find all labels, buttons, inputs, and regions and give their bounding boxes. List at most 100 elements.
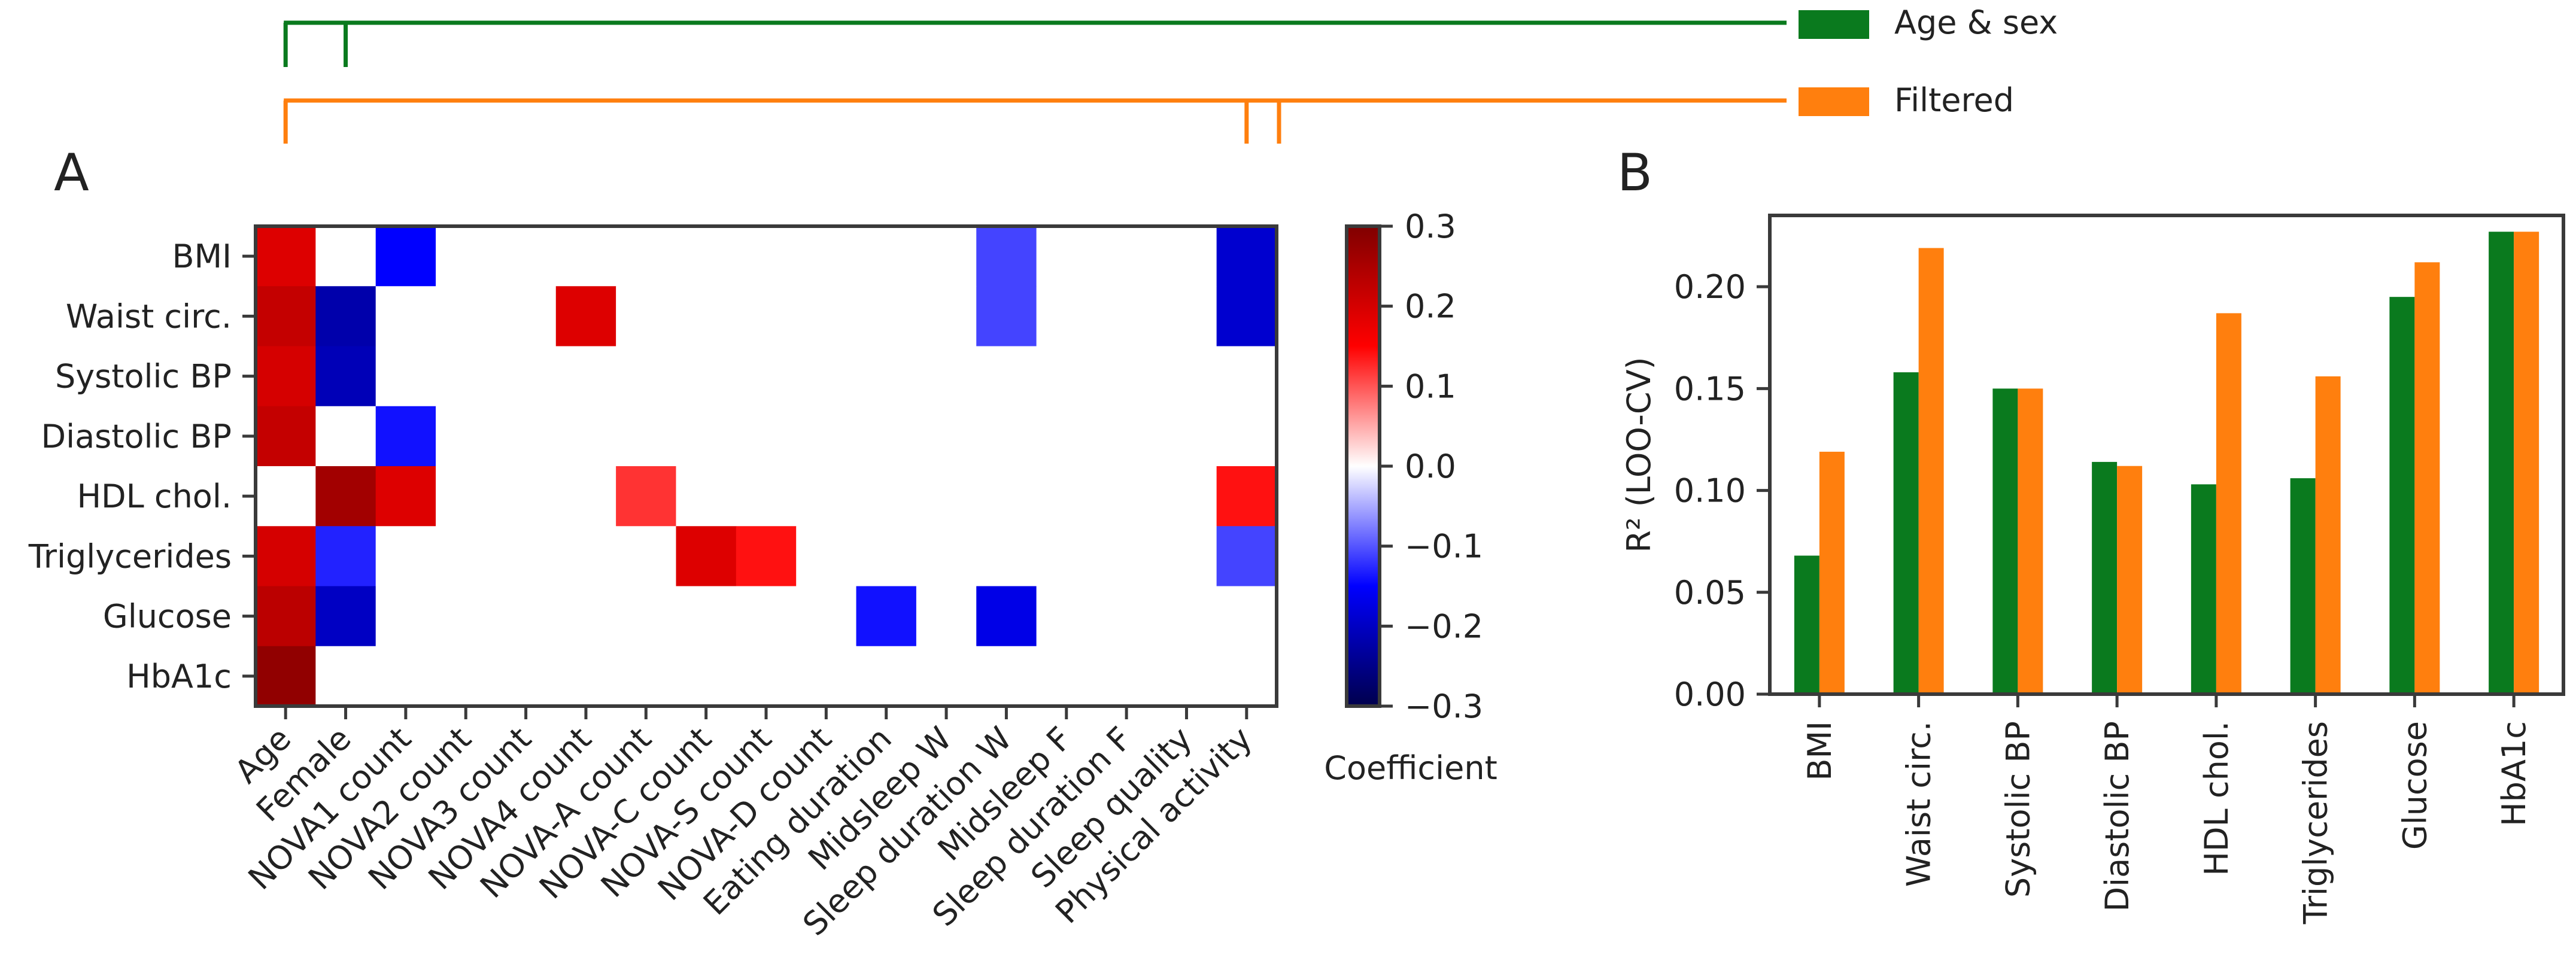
heatmap-cell-triglycerides-midsleep-f: [1036, 526, 1097, 587]
heatmap-cell-systolic-bp-midsleep-f: [1036, 346, 1097, 407]
heatmap-cell-glucose-sleep-quality: [1156, 586, 1217, 647]
heatmap-cell-waist-circ-sleep-duration-w: [976, 286, 1037, 347]
heatmap-cell-systolic-bp-sleep-duration-w: [976, 346, 1037, 407]
heatmap-cell-triglycerides-age: [256, 526, 316, 587]
legend-swatch-age-sex: [1799, 10, 1869, 39]
heatmap-cell-systolic-bp-nova3-count: [496, 346, 557, 407]
bar-x-tick-label: BMI: [1801, 721, 1839, 781]
heatmap-cell-diastolic-bp-sleep-duration-f: [1096, 406, 1157, 467]
heatmap-cell-hba1c-nova1-count: [375, 646, 436, 707]
heatmap-cell-systolic-bp-nova-d-count: [796, 346, 857, 407]
heatmap-row-label: HbA1c: [126, 658, 232, 695]
heatmap-cell-diastolic-bp-nova-a-count: [616, 406, 677, 467]
heatmap-cell-bmi-nova1-count: [375, 226, 436, 287]
heatmap-cell-bmi-midsleep-w: [916, 226, 977, 287]
colorbar-bar: [1345, 224, 1381, 708]
heatmap-cell-glucose-sleep-duration-f: [1096, 586, 1157, 647]
bar-x-tick-label: Systolic BP: [1999, 721, 2037, 898]
heatmap-cell-bmi-nova-a-count: [616, 226, 677, 287]
colorbar-tick-label: 0.0: [1405, 448, 1456, 485]
heatmap-cell-bmi-sleep-quality: [1156, 226, 1217, 287]
heatmap-cell-systolic-bp-nova-s-count: [736, 346, 797, 407]
heatmap-cell-hba1c-sleep-quality: [1156, 646, 1217, 707]
heatmap-cell-waist-circ-nova-d-count: [796, 286, 857, 347]
bar-x-tick-label: Triglycerides: [2297, 721, 2335, 925]
heatmap-cell-triglycerides-nova-a-count: [616, 526, 677, 587]
heatmap-cell-hdl-chol-nova-s-count: [736, 466, 797, 527]
bar-age-sex-systolic-bp: [1992, 388, 2018, 694]
bar-y-tick-label: 0.00: [1674, 676, 1746, 713]
bar-filtered-hba1c: [2514, 232, 2539, 695]
colorbar-label: Coefficient: [1324, 749, 1497, 787]
heatmap-cell-hba1c-female: [315, 646, 376, 707]
heatmap-cell-diastolic-bp-age: [256, 406, 316, 467]
bar-age-sex-diastolic-bp: [2092, 461, 2118, 694]
bar-x-tick-label: HbA1c: [2495, 721, 2533, 826]
heatmap-cell-glucose-nova-d-count: [796, 586, 857, 647]
bar-filtered-glucose: [2414, 262, 2440, 694]
heatmap-cell-waist-circ-eating-duration: [856, 286, 917, 347]
heatmap-cell-bmi-age: [256, 226, 316, 287]
heatmap-row-label: Triglycerides: [28, 537, 232, 575]
heatmap-cell-hdl-chol-eating-duration: [856, 466, 917, 527]
colorbar-tick-label: 0.1: [1405, 367, 1456, 405]
heatmap-cell-triglycerides-nova-c-count: [676, 526, 737, 587]
colorbar-tick-label: −0.1: [1405, 528, 1483, 565]
heatmap-cell-hba1c-age: [256, 646, 316, 707]
heatmap-cell-triglycerides-nova-s-count: [736, 526, 797, 587]
heatmap-cell-hba1c-nova2-count: [436, 646, 497, 707]
heatmap-cell-hba1c-physical-activity: [1216, 646, 1277, 707]
heatmap-cell-hba1c-nova-c-count: [676, 646, 737, 707]
heatmap-cell-diastolic-bp-nova4-count: [555, 406, 616, 467]
heatmap-cell-triglycerides-sleep-duration-w: [976, 526, 1037, 587]
heatmap-cell-systolic-bp-physical-activity: [1216, 346, 1277, 407]
heatmap-cell-glucose-nova1-count: [375, 586, 436, 647]
heatmap-cell-bmi-eating-duration: [856, 226, 917, 287]
heatmap-cell-glucose-nova-c-count: [676, 586, 737, 647]
heatmap-cell-hba1c-nova-s-count: [736, 646, 797, 707]
bar-chart-frame: [1768, 214, 2565, 696]
heatmap-cell-hdl-chol-nova3-count: [496, 466, 557, 527]
heatmap-cell-triglycerides-nova1-count: [375, 526, 436, 587]
bar-age-sex-hba1c: [2489, 232, 2514, 695]
heatmap-row-label: Waist circ.: [66, 297, 232, 335]
heatmap-cell-diastolic-bp-midsleep-f: [1036, 406, 1097, 467]
bar-filtered-waist-circ: [1918, 248, 1944, 695]
bar-age-sex-triglycerides: [2290, 478, 2316, 694]
panel-a-label: A: [54, 143, 89, 203]
heatmap-cell-triglycerides-nova4-count: [555, 526, 616, 587]
heatmap-cell-systolic-bp-midsleep-w: [916, 346, 977, 407]
heatmap-cell-hdl-chol-nova-d-count: [796, 466, 857, 527]
bar-age-sex-waist-circ: [1893, 372, 1919, 694]
heatmap-cell-glucose-female: [315, 586, 376, 647]
heatmap-cell-bmi-physical-activity: [1216, 226, 1277, 287]
heatmap-cell-hba1c-eating-duration: [856, 646, 917, 707]
heatmap-cell-systolic-bp-sleep-quality: [1156, 346, 1217, 407]
heatmap-cell-hdl-chol-physical-activity: [1216, 466, 1277, 527]
heatmap-row-label: Diastolic BP: [41, 418, 232, 455]
heatmap-cell-glucose-age: [256, 586, 316, 647]
heatmap-cell-glucose-eating-duration: [856, 586, 917, 647]
heatmap-cell-diastolic-bp-nova1-count: [375, 406, 436, 467]
heatmap-cell-waist-circ-nova4-count: [555, 286, 616, 347]
predictor-brackets: [283, 20, 1787, 144]
heatmap-cell-bmi-midsleep-f: [1036, 226, 1097, 287]
heatmap-cell-hba1c-sleep-duration-w: [976, 646, 1037, 707]
bar-chart-panel-b: 0.00 0.05 0.10 0.15 0.20 BMI Waist circ. Systol…: [1620, 214, 2565, 925]
heatmap-cell-waist-circ-nova-c-count: [676, 286, 737, 347]
legend-label-age-sex: Age & sex: [1894, 4, 2058, 41]
heatmap-cell-triglycerides-physical-activity: [1216, 526, 1277, 587]
heatmap-cell-hdl-chol-nova2-count: [436, 466, 497, 527]
bar-x-tick-label: Waist circ.: [1900, 721, 1938, 887]
bar-filtered-systolic-bp: [2018, 388, 2043, 694]
heatmap-cell-hdl-chol-midsleep-f: [1036, 466, 1097, 527]
bar-x-tick-label: Diastolic BP: [2098, 721, 2136, 912]
bar-y-tick-label: 0.10: [1674, 472, 1746, 510]
heatmap-cell-bmi-nova3-count: [496, 226, 557, 287]
heatmap-cell-systolic-bp-nova1-count: [375, 346, 436, 407]
heatmap-cell-bmi-nova-d-count: [796, 226, 857, 287]
bar-age-sex-glucose: [2389, 297, 2415, 694]
heatmap-cell-diastolic-bp-nova-c-count: [676, 406, 737, 467]
heatmap-cell-diastolic-bp-nova2-count: [436, 406, 497, 467]
